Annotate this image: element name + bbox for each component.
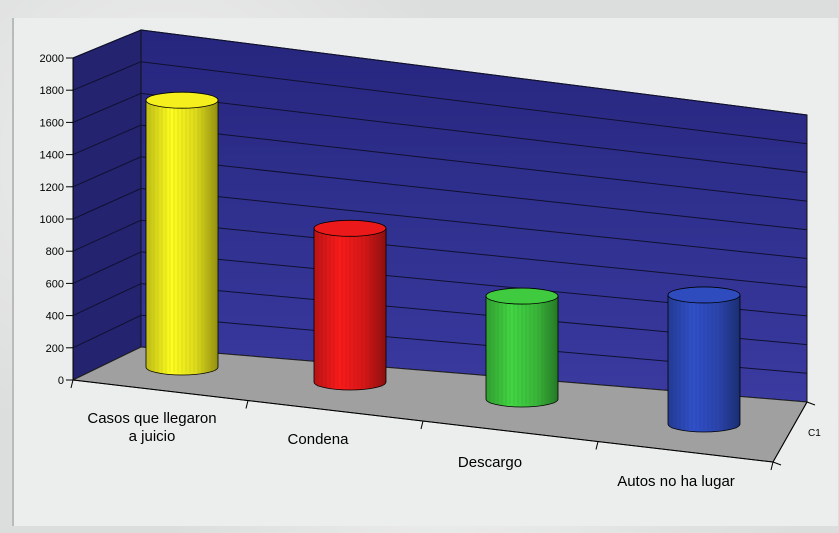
gridline: [72, 314, 808, 374]
y-tick-label: 1600: [40, 117, 64, 129]
cylinder-top: [313, 219, 387, 237]
cylinder-bar: [145, 91, 219, 376]
depth-tick-mark: [772, 461, 782, 466]
x-tick-mark: [595, 441, 599, 450]
gridline: [72, 29, 808, 116]
category-label: Condena: [288, 431, 350, 448]
y-tick-label: 200: [46, 343, 64, 355]
y-tick-label: 1800: [40, 85, 64, 97]
cylinder-top: [145, 91, 219, 109]
gridline: [72, 283, 808, 346]
side-wall: [72, 29, 142, 381]
cylinder-bar: [485, 287, 559, 408]
gridline: [72, 61, 808, 145]
x-tick-mark: [770, 461, 774, 471]
y-tick-label: 400: [46, 311, 64, 323]
gridline: [72, 187, 808, 259]
cylinder-top: [485, 287, 559, 305]
category-label: Casos que llegaron a juicio: [87, 410, 216, 445]
cylinder-bar: [667, 286, 741, 433]
gridline: [72, 156, 808, 231]
series-label: C1: [808, 428, 821, 439]
x-tick-mark: [70, 379, 74, 389]
category-label: Descargo: [458, 454, 522, 471]
depth-axis-line: [772, 401, 808, 463]
y-tick-label: 1200: [40, 182, 64, 194]
y-tick-label: 600: [46, 278, 64, 290]
cylinder-bar: [313, 219, 387, 391]
y-tick-label: 1000: [40, 214, 64, 226]
gridline: [72, 92, 808, 173]
gridline: [72, 251, 808, 317]
y-tick-label: 1400: [40, 150, 64, 162]
y-tick-label: 2000: [40, 53, 64, 65]
y-tick-label: 800: [46, 246, 64, 258]
x-tick-mark: [420, 420, 424, 430]
gridline: [72, 124, 808, 202]
y-tick-label: 0: [58, 375, 64, 387]
depth-tick-mark: [806, 401, 816, 406]
gridline: [72, 219, 808, 288]
category-label: Autos no ha lugar: [617, 473, 735, 490]
x-tick-mark: [245, 400, 249, 409]
cylinder-top: [667, 286, 741, 304]
